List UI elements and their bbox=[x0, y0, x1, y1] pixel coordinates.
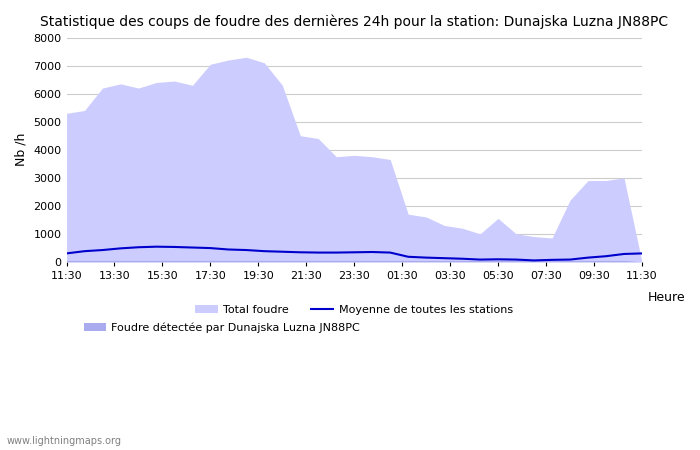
Text: Heure: Heure bbox=[648, 291, 685, 304]
Legend: Foudre détectée par Dunajska Luzna JN88PC: Foudre détectée par Dunajska Luzna JN88P… bbox=[79, 318, 365, 337]
Text: www.lightningmaps.org: www.lightningmaps.org bbox=[7, 436, 122, 446]
Title: Statistique des coups de foudre des dernières 24h pour la station: Dunajska Luzn: Statistique des coups de foudre des dern… bbox=[40, 15, 668, 30]
Y-axis label: Nb /h: Nb /h bbox=[15, 133, 28, 166]
